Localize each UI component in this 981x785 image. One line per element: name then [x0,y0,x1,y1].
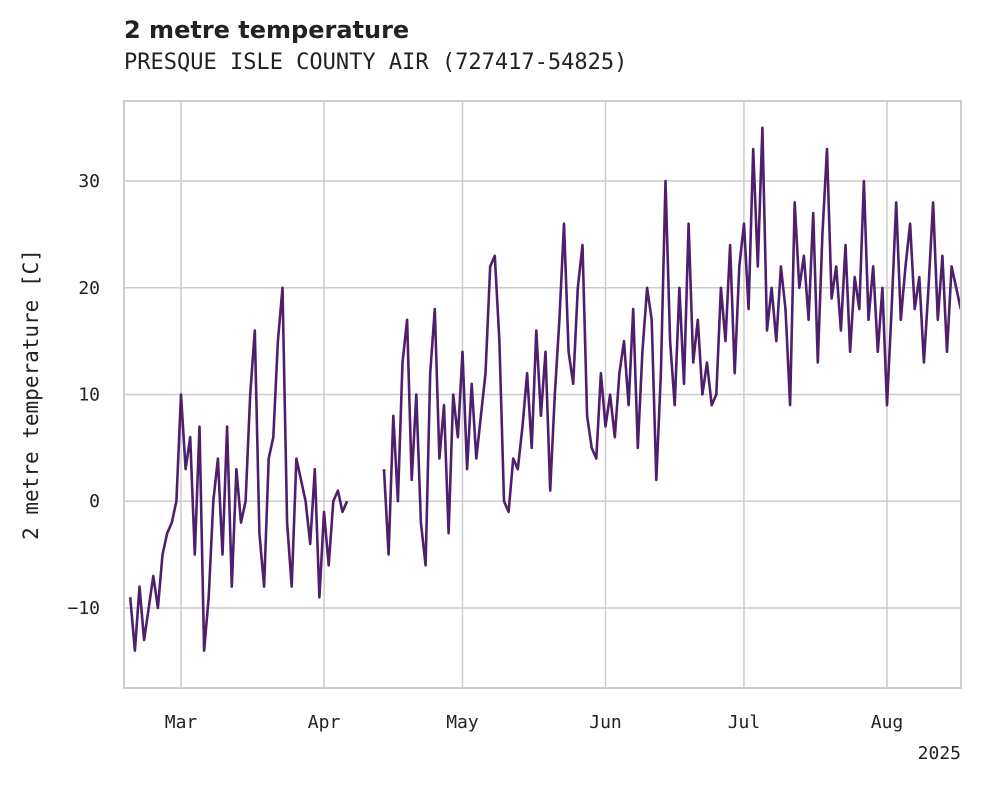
plot-frame [123,100,962,689]
chart-title: 2 metre temperature [124,16,410,44]
y-axis-label: 2 metre temperature [C] [19,249,43,540]
x-tick-label: Aug [871,712,904,733]
y-tick-label: −10 [67,598,100,619]
series-layer [128,126,963,652]
y-tick-label: 0 [89,491,100,512]
temperature-series-line [128,126,963,652]
x-tick-label: Mar [165,712,198,733]
y-tick-label: 20 [78,278,100,299]
y-tick-label: 30 [78,171,100,192]
x-tick-label: Apr [308,712,341,733]
tick-labels: −10 0 10 20 30 Mar Apr May Jun Jul Aug [67,171,903,733]
x-tick-label: May [446,712,479,733]
year-label: 2025 [918,743,961,764]
x-tick-label: Jul [728,712,761,733]
chart-subtitle: PRESQUE ISLE COUNTY AIR (727417-54825) [124,50,628,75]
x-tick-label: Jun [589,712,622,733]
y-tick-label: 10 [78,385,100,406]
